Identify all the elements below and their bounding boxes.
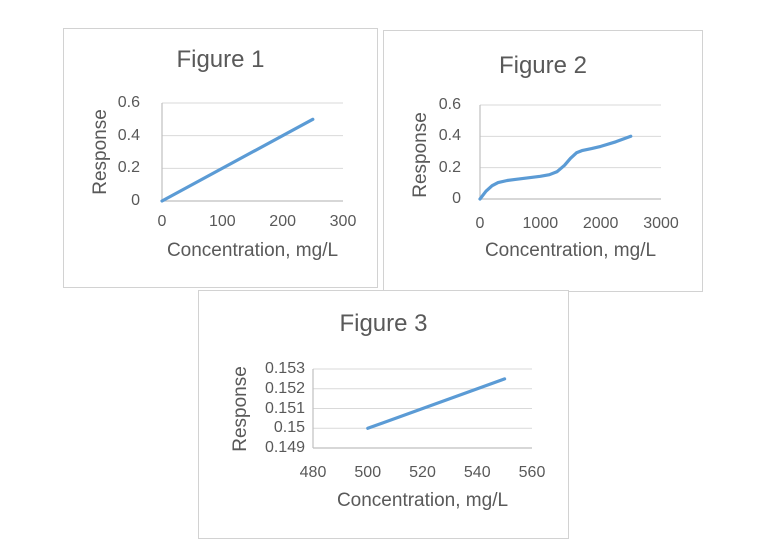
y-tick-label: 0 bbox=[131, 192, 140, 209]
y-tick-label: 0.4 bbox=[438, 127, 461, 145]
y-tick-label: 0.2 bbox=[438, 158, 461, 176]
x-tick-label: 0 bbox=[157, 213, 167, 230]
plot-area bbox=[312, 368, 532, 449]
figure-3-panel: Figure 3 Response Concentration, mg/L 0.… bbox=[198, 290, 569, 539]
x-tick-label: 540 bbox=[463, 464, 491, 481]
y-tick-label: 0.6 bbox=[438, 96, 461, 113]
y-tick-label: 0.152 bbox=[264, 379, 305, 397]
x-tick-label: 3000 bbox=[643, 215, 679, 232]
y-tick-label: 0.4 bbox=[117, 126, 140, 144]
x-tick-label: 300 bbox=[329, 213, 357, 230]
x-tick-label: 0 bbox=[475, 215, 485, 232]
x-axis-title: Concentration, mg/L bbox=[336, 490, 509, 511]
x-axis-title: Concentration, mg/L bbox=[166, 240, 339, 261]
x-axis-title: Concentration, mg/L bbox=[484, 240, 657, 261]
plot-area bbox=[478, 104, 661, 201]
y-tick-label: 0.151 bbox=[264, 399, 305, 417]
chart-title: Figure 2 bbox=[498, 52, 588, 79]
chart-title: Figure 3 bbox=[339, 310, 428, 337]
y-tick-label: 0.153 bbox=[264, 360, 305, 377]
x-tick-label: 480 bbox=[299, 464, 327, 481]
x-tick-label: 100 bbox=[208, 213, 236, 230]
x-tick-label: 500 bbox=[354, 464, 382, 481]
y-tick-label: 0.149 bbox=[264, 439, 305, 456]
data-line-response bbox=[366, 377, 507, 430]
chart-title: Figure 1 bbox=[176, 46, 265, 73]
y-tick-label: 0.6 bbox=[117, 94, 140, 111]
x-tick-label: 560 bbox=[518, 464, 546, 481]
x-tick-label: 2000 bbox=[582, 215, 619, 232]
x-tick-label: 1000 bbox=[522, 215, 559, 232]
data-line-response bbox=[478, 134, 633, 201]
y-tick-label: 0.2 bbox=[117, 159, 140, 177]
data-line-response bbox=[160, 117, 315, 203]
x-tick-label: 520 bbox=[409, 464, 436, 481]
y-tick-label: 0 bbox=[452, 190, 461, 207]
y-tick-label: 0.15 bbox=[273, 419, 305, 437]
x-tick-label: 200 bbox=[269, 213, 296, 230]
plot-area bbox=[160, 102, 343, 203]
